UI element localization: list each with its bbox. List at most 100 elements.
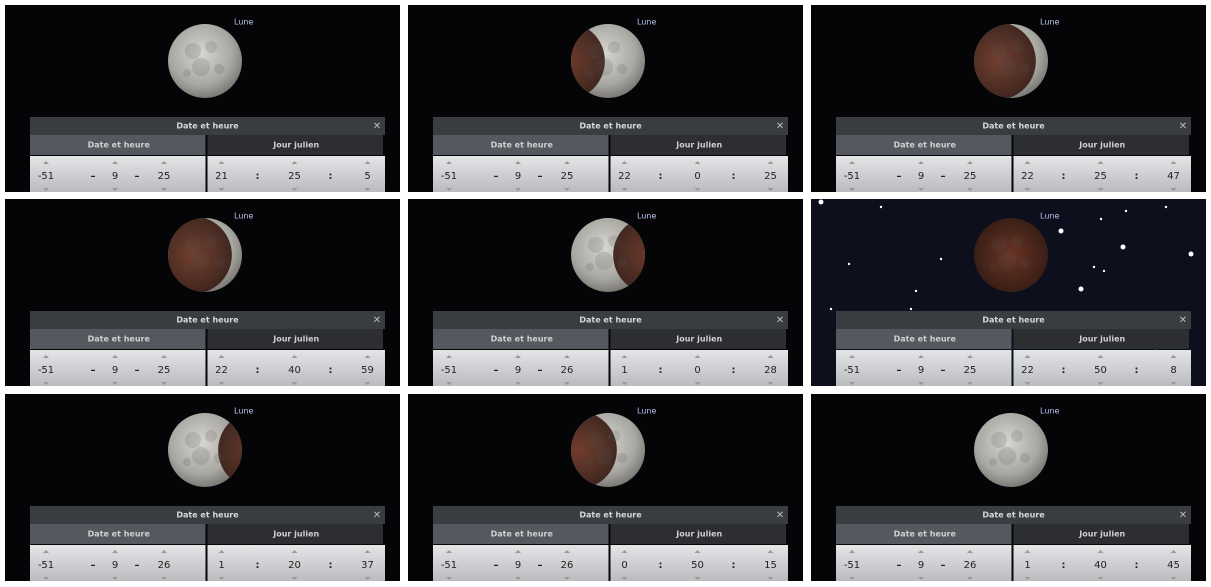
- minute-field: 25: [1094, 171, 1107, 182]
- screenshot-panel: LuneDate et heure✕Date et heureJour juli…: [408, 199, 803, 386]
- dialog-title: Date et heure: [176, 511, 239, 520]
- star: [1100, 218, 1102, 220]
- close-button[interactable]: ✕: [373, 315, 381, 326]
- moon-mare: [214, 258, 224, 268]
- moon-mare: [1020, 258, 1030, 268]
- screenshot-panel: LuneDate et heure✕Date et heureJour juli…: [5, 199, 400, 386]
- month-field: 9: [112, 365, 118, 376]
- close-button[interactable]: ✕: [776, 510, 784, 521]
- separator: –: [494, 365, 499, 376]
- separator: :: [256, 171, 260, 182]
- separator: –: [897, 365, 902, 376]
- moon-mare: [1020, 64, 1030, 74]
- year-field: -51: [441, 560, 457, 571]
- separator: :: [732, 560, 736, 571]
- moon-mare: [205, 41, 217, 53]
- second-field: 8: [1170, 365, 1176, 376]
- close-button[interactable]: ✕: [776, 121, 784, 132]
- separator: :: [732, 171, 736, 182]
- separator: :: [329, 365, 333, 376]
- separator: –: [897, 560, 902, 571]
- separator: :: [659, 560, 663, 571]
- separator: :: [732, 365, 736, 376]
- star: [1103, 270, 1105, 272]
- separator: :: [256, 560, 260, 571]
- close-button[interactable]: ✕: [1179, 510, 1187, 521]
- day-field: 25: [964, 171, 977, 182]
- moon-label: Lune: [637, 407, 656, 416]
- moon-mare: [617, 453, 627, 463]
- moon-mare: [608, 430, 620, 442]
- separator: :: [256, 365, 260, 376]
- dialog-title: Date et heure: [579, 122, 642, 131]
- star: [848, 263, 850, 265]
- moon-mare: [1011, 235, 1023, 247]
- second-field: 25: [764, 171, 777, 182]
- second-field: 28: [764, 365, 777, 376]
- star: [880, 206, 882, 208]
- tab-label: Jour julien: [1078, 335, 1125, 344]
- second-field: 15: [764, 560, 777, 571]
- close-button[interactable]: ✕: [1179, 315, 1187, 326]
- year-field: -51: [844, 171, 860, 182]
- minute-field: 20: [288, 560, 301, 571]
- hour-field: 21: [215, 171, 228, 182]
- star: [1079, 287, 1084, 292]
- star: [940, 258, 942, 260]
- close-button[interactable]: ✕: [776, 315, 784, 326]
- moon-mare: [998, 252, 1016, 270]
- moon-mare: [595, 58, 613, 76]
- moon-mare: [998, 58, 1016, 76]
- separator: :: [1062, 365, 1066, 376]
- star: [1121, 245, 1126, 250]
- moon-mare: [183, 69, 191, 77]
- year-field: -51: [38, 560, 54, 571]
- close-button[interactable]: ✕: [373, 121, 381, 132]
- dialog-title: Date et heure: [982, 316, 1045, 325]
- hour-field: 22: [1021, 365, 1034, 376]
- moon-mare: [1020, 453, 1030, 463]
- tab-label: Date et heure: [894, 335, 957, 344]
- moon-mare: [617, 258, 627, 268]
- day-field: 25: [964, 365, 977, 376]
- separator: –: [941, 171, 946, 182]
- moon-mare: [192, 58, 210, 76]
- hour-field: 22: [1021, 171, 1034, 182]
- day-field: 25: [158, 171, 171, 182]
- hour-field: 22: [618, 171, 631, 182]
- minute-field: 0: [694, 171, 700, 182]
- dialog-title: Date et heure: [176, 122, 239, 131]
- moon-mare: [617, 64, 627, 74]
- separator: :: [1135, 560, 1139, 571]
- star: [910, 308, 912, 310]
- separator: –: [538, 171, 543, 182]
- screenshot-panel: LuneDate et heure✕Date et heureJour juli…: [408, 5, 803, 192]
- year-field: -51: [844, 560, 860, 571]
- screenshot-panel: LuneDate et heure✕Date et heureJour juli…: [408, 394, 803, 581]
- minute-field: 25: [288, 171, 301, 182]
- moon-label: Lune: [637, 212, 656, 221]
- tab-label: Date et heure: [894, 530, 957, 539]
- moon-mare: [588, 237, 604, 253]
- screenshot-panel: LuneDate et heure✕Date et heureJour juli…: [5, 5, 400, 192]
- separator: –: [91, 560, 96, 571]
- tab-label: Date et heure: [894, 141, 957, 150]
- hour-field: 1: [621, 365, 627, 376]
- year-field: -51: [38, 171, 54, 182]
- close-button[interactable]: ✕: [1179, 121, 1187, 132]
- moon-mare: [205, 430, 217, 442]
- close-button[interactable]: ✕: [373, 510, 381, 521]
- moon-mare: [991, 43, 1007, 59]
- separator: :: [1062, 171, 1066, 182]
- separator: –: [941, 560, 946, 571]
- dialog-title: Date et heure: [579, 316, 642, 325]
- moon-mare: [586, 69, 594, 77]
- moon-label: Lune: [1040, 407, 1059, 416]
- second-field: 45: [1167, 560, 1180, 571]
- second-field: 47: [1167, 171, 1180, 182]
- separator: –: [135, 171, 140, 182]
- day-field: 25: [561, 171, 574, 182]
- moon-mare: [608, 41, 620, 53]
- tab-label: Date et heure: [88, 530, 151, 539]
- screenshot-panel: LuneDate et heure✕Date et heureJour juli…: [811, 199, 1206, 386]
